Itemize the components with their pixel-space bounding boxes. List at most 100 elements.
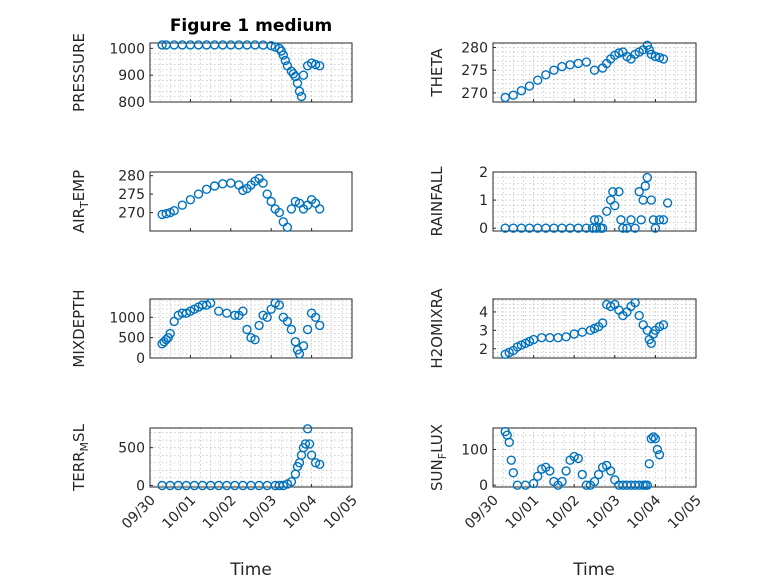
data-point: [315, 459, 325, 469]
data-point: [230, 310, 240, 320]
x-tick-label: 10/04: [281, 492, 321, 532]
y-tick-label: 280: [461, 41, 488, 57]
data-point: [581, 223, 592, 233]
data-point: [593, 215, 604, 225]
data-point: [226, 178, 236, 188]
data-point: [278, 480, 288, 491]
data-point: [306, 58, 317, 68]
data-point: [533, 471, 543, 481]
data-point: [157, 40, 167, 50]
y-tick-label: 100: [461, 442, 488, 458]
data-point: [304, 439, 315, 449]
x-axis-label-right: Time: [572, 560, 615, 580]
x-tick-label: 10/01: [159, 493, 199, 533]
y-tick-label: 4: [479, 305, 488, 321]
data-point: [577, 469, 587, 480]
data-point: [286, 324, 297, 335]
axes-frame: [149, 298, 353, 359]
data-point: [254, 320, 264, 331]
data-point: [616, 215, 626, 225]
data-point: [217, 179, 228, 189]
data-point: [274, 43, 284, 54]
y-axis-label: SUNFLUX: [428, 424, 449, 491]
data-point: [650, 434, 661, 444]
x-axis-label-left: Time: [229, 560, 272, 580]
data-point: [662, 198, 673, 208]
data-point: [602, 206, 612, 217]
data-point: [508, 468, 518, 478]
axes-frame: [492, 42, 697, 103]
data-point: [618, 223, 628, 233]
y-tick-label: 900: [118, 68, 145, 84]
data-point: [557, 61, 567, 72]
data-point: [238, 306, 248, 316]
data-point: [642, 172, 652, 183]
data-point: [282, 222, 293, 233]
data-point: [274, 207, 284, 218]
data-point: [278, 50, 288, 60]
data-point: [298, 70, 309, 80]
data-point: [213, 306, 224, 316]
data-point: [258, 178, 268, 188]
x-tick-label: 09/30: [462, 493, 502, 533]
y-tick-label: 0: [479, 221, 488, 237]
data-point: [648, 432, 659, 442]
data-point: [262, 189, 272, 199]
subplot-sun-flux: 0 100 SUNFLUX: [428, 424, 697, 494]
y-axis-label: H2OMIXRA: [428, 288, 446, 369]
y-tick-label: 500: [118, 331, 145, 347]
data-point: [577, 327, 587, 337]
axes-frame: [149, 171, 353, 232]
data-point: [654, 215, 665, 225]
data-point: [557, 476, 567, 487]
y-tick-label: 275: [118, 187, 145, 203]
data-point: [315, 320, 325, 331]
y-tick-label: 1: [479, 193, 488, 209]
y-tick-label: 270: [118, 206, 145, 222]
data-point: [608, 186, 618, 197]
x-tick-label: 10/01: [503, 493, 543, 533]
y-axis-label: AIRTEMP: [70, 170, 91, 233]
data-point: [296, 91, 307, 102]
data-point: [280, 55, 290, 66]
data-point: [278, 217, 288, 227]
data-point: [565, 60, 575, 70]
data-point: [177, 200, 188, 210]
data-point: [658, 215, 669, 225]
data-point: [561, 466, 571, 476]
data-point: [217, 40, 228, 50]
y-tick-label: 1000: [109, 310, 145, 326]
data-point: [286, 204, 297, 214]
data-point: [644, 45, 654, 55]
y-axis-label: PRESSURE: [70, 33, 88, 112]
data-point: [640, 181, 650, 191]
data-point: [646, 195, 656, 205]
data-point: [209, 181, 220, 191]
data-point: [201, 184, 212, 195]
data-point: [597, 223, 608, 233]
data-point: [288, 69, 299, 79]
data-point: [636, 215, 646, 225]
x-tick-label: 10/03: [584, 493, 624, 533]
data-point: [161, 208, 171, 219]
data-point: [286, 477, 297, 487]
axes-frame: [149, 427, 353, 488]
x-tick-label: 10/02: [543, 493, 583, 533]
data-point: [315, 204, 325, 214]
data-point: [545, 466, 555, 476]
x-tick-label: 10/04: [624, 492, 664, 532]
y-tick-label: 280: [118, 169, 145, 185]
data-point: [508, 90, 518, 100]
subplot-mixdepth: 0 500 1000 MIXDEPTH: [70, 289, 353, 368]
data-point: [549, 65, 559, 75]
data-point: [209, 40, 220, 50]
x-tick-label: 10/03: [240, 493, 280, 533]
x-tick-label: 09/30: [119, 493, 159, 533]
y-axis-label: TERRMSL: [70, 423, 91, 492]
data-point: [169, 205, 179, 216]
data-point: [589, 476, 600, 487]
data-point: [266, 41, 276, 51]
y-tick-label: 275: [461, 63, 488, 79]
data-point: [644, 459, 654, 469]
